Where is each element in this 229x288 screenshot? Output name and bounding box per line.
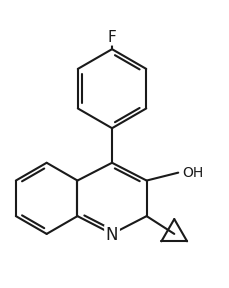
Text: N: N [105, 226, 118, 244]
Text: F: F [107, 30, 116, 45]
Text: OH: OH [181, 166, 202, 180]
